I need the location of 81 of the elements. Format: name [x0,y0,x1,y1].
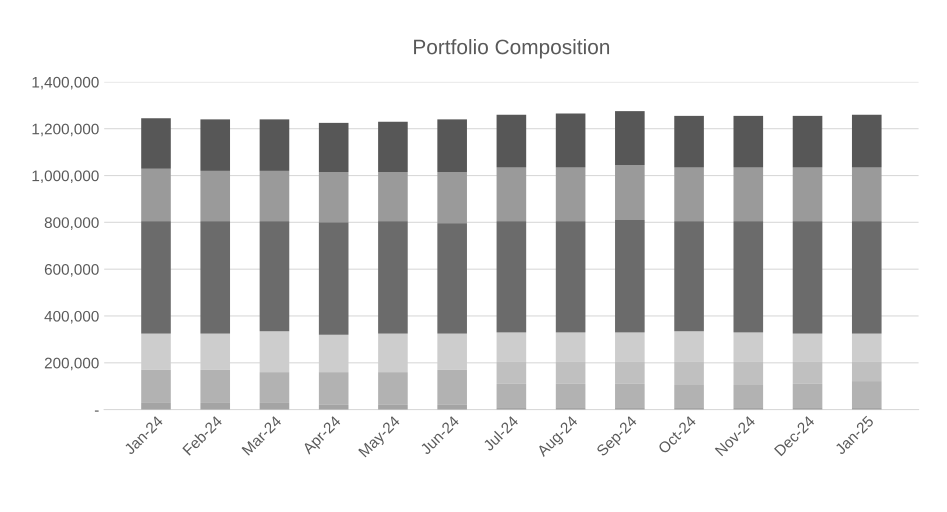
bar [496,167,526,222]
bar [437,370,467,405]
bar [852,382,882,408]
bar [260,372,290,403]
bar [437,404,467,410]
bar [792,221,822,334]
bar [200,221,230,334]
bar [260,119,290,171]
bar [200,370,230,403]
bar [556,114,586,168]
bar [852,334,882,362]
bar [852,167,882,222]
bar [556,167,586,222]
bar [792,116,822,168]
bar [674,362,704,386]
bar [318,172,348,222]
bar [615,220,645,332]
bar [674,221,704,332]
bar [378,221,408,334]
bar [733,221,764,332]
bar [378,172,408,222]
y-tick-label: 1,000,000 [32,170,99,184]
bar [674,331,704,362]
bar [496,114,526,168]
bar [792,362,822,384]
y-tick-label: 400,000 [44,310,99,324]
y-tick-label: 1,400,000 [32,76,99,90]
bar [141,221,171,334]
bar [615,332,645,362]
bar [378,372,408,405]
bar [556,332,586,362]
bar [437,224,467,334]
bar [792,167,822,222]
bar [733,362,764,386]
bar [674,385,704,408]
bar [615,384,645,408]
bar [733,385,764,408]
bar [200,119,230,171]
bar [674,167,704,222]
bar [556,384,586,408]
bar [733,167,764,222]
bar [260,170,290,222]
bar [496,362,526,384]
bar [141,168,171,222]
bar [556,362,586,384]
bar [437,119,467,172]
bar [318,122,348,172]
bar [852,362,882,382]
bar [378,404,408,410]
y-tick-label: 200,000 [44,358,99,370]
chart-title: Portfolio Composition [414,39,610,58]
bar [674,116,704,168]
bar [496,384,526,408]
bar [792,334,822,362]
bar [260,221,290,332]
bar [200,402,230,410]
bar [318,222,348,335]
bar [852,221,882,334]
bar [733,332,764,362]
bar [496,332,526,362]
bar [615,165,645,220]
y-tick-label: 600,000 [44,264,99,277]
bar [141,402,171,410]
bar [200,170,230,222]
y-tick-label: 1,200,000 [32,124,99,136]
bar [852,114,882,168]
bar [496,221,526,332]
bar [792,384,822,408]
bar [615,362,645,384]
y-tick-label: 800,000 [44,217,99,230]
bar [318,372,348,405]
bar [260,402,290,410]
bar [437,172,467,224]
bar [733,116,764,168]
bar [318,404,348,410]
bar [141,118,171,169]
bar [141,370,171,403]
y-tick-label: - [94,410,99,412]
bar [556,221,586,332]
bar [378,122,408,172]
bar [615,111,645,166]
